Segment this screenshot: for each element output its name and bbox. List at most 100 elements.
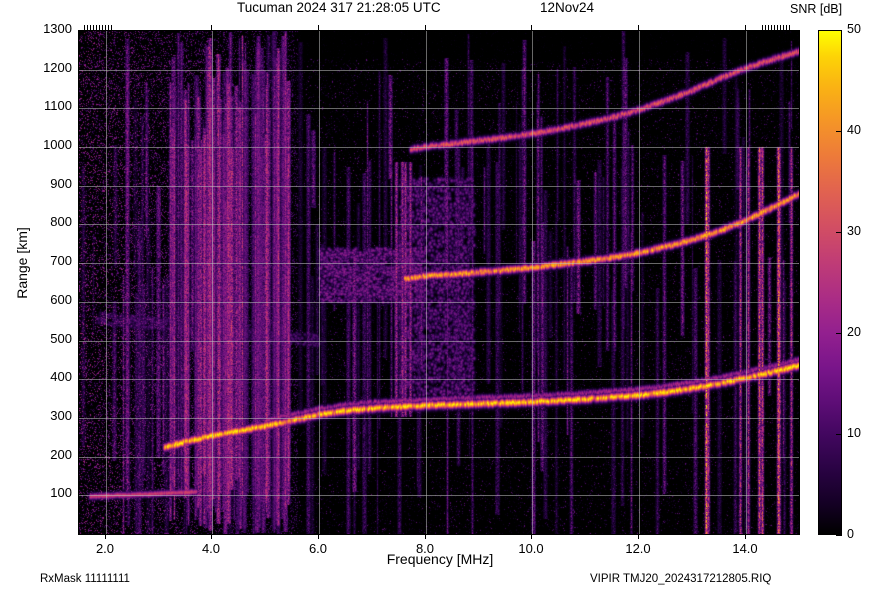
- y-axis-tick-right: [793, 494, 799, 495]
- y-axis-tick-label: 900: [50, 176, 72, 191]
- y-axis-tick: [78, 262, 84, 263]
- vipir-label: VIPIR TMJ20_2024317212805.RIQ: [590, 573, 772, 585]
- y-axis-tick-right: [793, 107, 799, 108]
- y-axis-tick: [78, 494, 84, 495]
- y-axis-tick-label: 1300: [43, 21, 72, 36]
- x-axis-tick-label: 14.0: [732, 541, 758, 556]
- y-axis-tick: [78, 223, 84, 224]
- y-axis-tick-label: 700: [50, 253, 72, 268]
- colorbar-tick: [836, 131, 842, 132]
- gridline-horizontal: [79, 302, 799, 303]
- y-axis-tick-label: 1000: [43, 137, 72, 152]
- y-axis-tick: [78, 185, 84, 186]
- colorbar-tick-label: 0: [847, 527, 854, 541]
- gridline-horizontal: [79, 186, 799, 187]
- x-axis-tick-label: 2.0: [95, 541, 115, 556]
- colorbar-tick-label: 30: [847, 224, 861, 238]
- y-axis-tick: [78, 301, 84, 302]
- x-axis-tick-top: [425, 25, 426, 31]
- title-date: 12Nov24: [540, 0, 595, 15]
- x-axis-minor-tick: [90, 25, 91, 30]
- colorbar-tick: [836, 232, 842, 233]
- x-axis-tick: [318, 533, 319, 539]
- gridline-horizontal: [79, 495, 799, 496]
- x-axis-minor-tick: [765, 25, 766, 30]
- x-axis-minor-tick: [102, 25, 103, 30]
- y-axis-tick: [78, 107, 84, 108]
- y-axis-tick-right: [793, 456, 799, 457]
- y-axis-tick-label: 300: [50, 408, 72, 423]
- x-axis-minor-tick: [777, 25, 778, 30]
- y-axis-tick: [78, 146, 84, 147]
- y-axis-title: Range [km]: [14, 227, 30, 299]
- y-axis-tick: [78, 417, 84, 418]
- colorbar-tick-label: 20: [847, 325, 861, 339]
- x-axis-tick-top: [318, 25, 319, 31]
- x-axis-tick-label: 12.0: [625, 541, 651, 556]
- x-axis-minor-tick: [789, 25, 790, 30]
- y-axis-tick: [78, 69, 84, 70]
- x-axis-minor-tick: [783, 25, 784, 30]
- colorbar-tick-label: 40: [847, 123, 861, 137]
- y-axis-tick-right: [793, 223, 799, 224]
- colorbar-tick: [836, 333, 842, 334]
- gridline-horizontal: [79, 341, 799, 342]
- x-axis-minor-tick: [108, 25, 109, 30]
- ionogram-canvas: [79, 31, 799, 534]
- page-title: Tucuman 2024 317 21:28:05 UTC: [237, 0, 441, 15]
- x-axis-minor-tick: [111, 25, 112, 30]
- colorbar-tick: [836, 30, 842, 31]
- y-axis-tick-label: 1100: [44, 98, 72, 113]
- x-axis-tick-top: [531, 25, 532, 31]
- colorbar-title: SNR [dB]: [790, 2, 843, 16]
- x-axis-tick-label: 8.0: [415, 541, 435, 556]
- y-axis-tick-right: [793, 262, 799, 263]
- x-axis-minor-tick: [99, 25, 100, 30]
- gridline-vertical: [106, 31, 107, 534]
- x-axis-minor-tick: [762, 25, 763, 30]
- x-axis-minor-tick: [93, 25, 94, 30]
- x-axis-title: Frequency [MHz]: [386, 551, 494, 567]
- y-axis-tick-right: [793, 378, 799, 379]
- x-axis-minor-tick: [87, 25, 88, 30]
- y-axis-tick: [78, 30, 84, 31]
- y-axis-tick: [78, 378, 84, 379]
- x-axis-minor-tick: [771, 25, 772, 30]
- y-axis-tick-label: 200: [50, 447, 72, 462]
- x-axis-minor-tick: [768, 25, 769, 30]
- gridline-horizontal: [79, 224, 799, 225]
- rxmask-label: RxMask 11111111: [40, 573, 130, 585]
- gridline-horizontal: [79, 457, 799, 458]
- x-axis-tick-top: [745, 25, 746, 31]
- y-axis-tick: [78, 456, 84, 457]
- x-axis-tick: [211, 533, 212, 539]
- x-axis-tick-label: 6.0: [308, 541, 328, 556]
- y-axis-tick-label: 1200: [43, 60, 72, 75]
- y-axis-tick-label: 400: [50, 369, 72, 384]
- x-axis-tick: [105, 533, 106, 539]
- ionogram-plot-area: [78, 30, 800, 535]
- y-axis-tick-right: [793, 185, 799, 186]
- x-axis-tick: [638, 533, 639, 539]
- x-axis-minor-tick: [96, 25, 97, 30]
- gridline-vertical: [426, 31, 427, 534]
- x-axis-minor-tick: [786, 25, 787, 30]
- y-axis-tick-label: 100: [50, 485, 72, 500]
- gridline-vertical: [746, 31, 747, 534]
- x-axis-tick: [531, 533, 532, 539]
- colorbar-tick: [836, 535, 842, 536]
- colorbar: [818, 30, 842, 535]
- gridline-horizontal: [79, 379, 799, 380]
- colorbar-tick-label: 10: [847, 426, 861, 440]
- y-axis-tick-label: 600: [50, 292, 72, 307]
- y-axis-tick-label: 500: [50, 331, 72, 346]
- gridline-horizontal: [79, 108, 799, 109]
- gridline-horizontal: [79, 263, 799, 264]
- y-axis-tick-label: 800: [50, 214, 72, 229]
- x-axis-minor-tick: [105, 25, 106, 30]
- x-axis-minor-tick: [774, 25, 775, 30]
- x-axis-minor-tick: [780, 25, 781, 30]
- x-axis-tick-top: [638, 25, 639, 31]
- gridline-horizontal: [79, 147, 799, 148]
- gridline-vertical: [319, 31, 320, 534]
